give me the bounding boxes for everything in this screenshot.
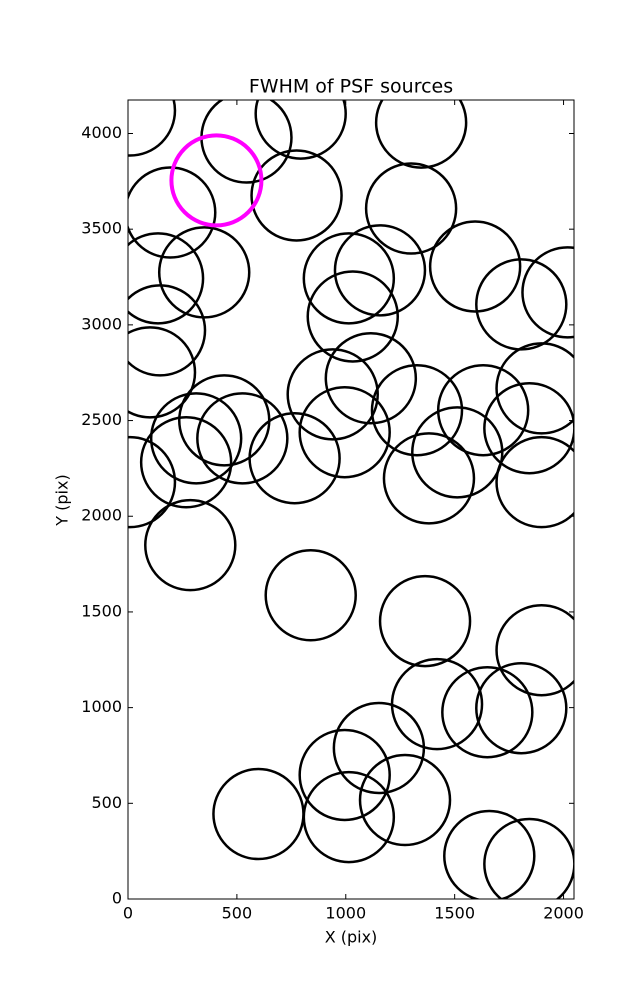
psf-source [169,133,264,228]
y-tick-label: 3000 [81,314,122,333]
psf-source [324,332,418,425]
psf-source [364,162,458,255]
psf-source [298,728,391,822]
y-axis-label: Y (pix) [53,474,72,526]
psf-source [144,498,237,592]
psf-source [443,809,536,899]
psf-source [250,149,343,242]
psf-source [128,166,217,259]
psf-source [495,603,574,697]
psf-source [196,392,289,485]
y-tick-label: 3500 [81,219,122,238]
psf-source [254,100,347,160]
x-tick-label: 0 [123,904,133,923]
psf-source [428,220,522,313]
psf-source [306,270,399,363]
y-tick-label: 2000 [81,506,122,525]
psf-source [483,381,574,475]
psf-source [378,574,472,668]
psf-source [264,549,357,642]
psf-source [332,701,426,795]
psf-source [441,665,534,759]
psf-source [358,753,452,847]
psf-source [139,416,233,509]
y-tick-label: 1500 [81,601,122,620]
y-tick-label: 500 [91,793,122,812]
psf-source [298,385,391,479]
y-tick-label: 0 [112,889,122,908]
psf-source [475,661,568,755]
psf-source [128,435,177,529]
psf-source [149,392,243,485]
x-axis-label: X (pix) [325,928,378,947]
psf-source [302,232,396,325]
y-tick-label: 4000 [81,123,122,142]
x-tick-label: 1500 [434,904,475,923]
chart-title: FWHM of PSF sources [249,76,453,98]
x-tick-label: 2000 [543,904,584,923]
psf-source [302,770,396,864]
psf-source [382,432,476,525]
psf-source [333,224,427,317]
x-tick-label: 500 [222,904,253,923]
psf-source [483,817,574,899]
x-tick-label: 1000 [325,904,366,923]
psf-source [286,348,379,441]
psf-source [128,284,207,377]
psf-source [128,100,177,157]
axes-frame [127,99,575,900]
psf-source [374,100,468,169]
plot-area [128,100,574,899]
psf-source [248,412,341,505]
psf-source [521,246,574,339]
y-tick-label: 1000 [81,697,122,716]
y-tick-label: 2500 [81,410,122,429]
psf-source [495,435,574,529]
psf-source [411,406,504,499]
psf-source [128,326,197,419]
psf-source [495,342,574,435]
psf-source [370,363,464,457]
psf-source [128,232,205,325]
